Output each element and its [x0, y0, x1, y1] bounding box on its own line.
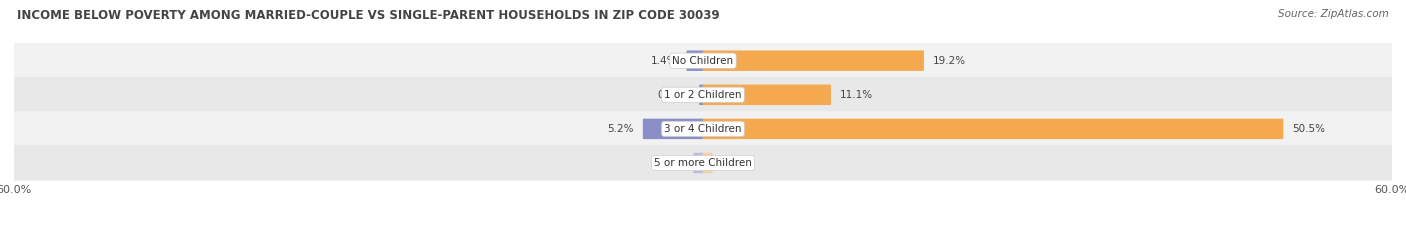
Text: No Children: No Children [672, 56, 734, 66]
Text: 1 or 2 Children: 1 or 2 Children [664, 90, 742, 100]
Text: 19.2%: 19.2% [932, 56, 966, 66]
Text: 50.5%: 50.5% [1292, 124, 1324, 134]
Legend: Married Couples, Single Parents: Married Couples, Single Parents [582, 230, 824, 233]
FancyBboxPatch shape [14, 77, 1392, 113]
FancyBboxPatch shape [703, 51, 924, 71]
FancyBboxPatch shape [703, 85, 831, 105]
Text: Source: ZipAtlas.com: Source: ZipAtlas.com [1278, 9, 1389, 19]
FancyBboxPatch shape [14, 145, 1392, 181]
FancyBboxPatch shape [699, 85, 703, 105]
Text: 0.0%: 0.0% [721, 158, 748, 168]
FancyBboxPatch shape [643, 119, 703, 139]
Text: 1.4%: 1.4% [651, 56, 678, 66]
FancyBboxPatch shape [703, 119, 1284, 139]
FancyBboxPatch shape [14, 43, 1392, 79]
Text: 11.1%: 11.1% [839, 90, 873, 100]
Text: 0.0%: 0.0% [668, 158, 693, 168]
Text: 5.2%: 5.2% [607, 124, 634, 134]
FancyBboxPatch shape [693, 153, 703, 173]
Text: 0.29%: 0.29% [658, 90, 690, 100]
Text: 5 or more Children: 5 or more Children [654, 158, 752, 168]
Text: INCOME BELOW POVERTY AMONG MARRIED-COUPLE VS SINGLE-PARENT HOUSEHOLDS IN ZIP COD: INCOME BELOW POVERTY AMONG MARRIED-COUPL… [17, 9, 720, 22]
Text: 3 or 4 Children: 3 or 4 Children [664, 124, 742, 134]
FancyBboxPatch shape [703, 153, 713, 173]
FancyBboxPatch shape [686, 51, 703, 71]
FancyBboxPatch shape [14, 111, 1392, 147]
